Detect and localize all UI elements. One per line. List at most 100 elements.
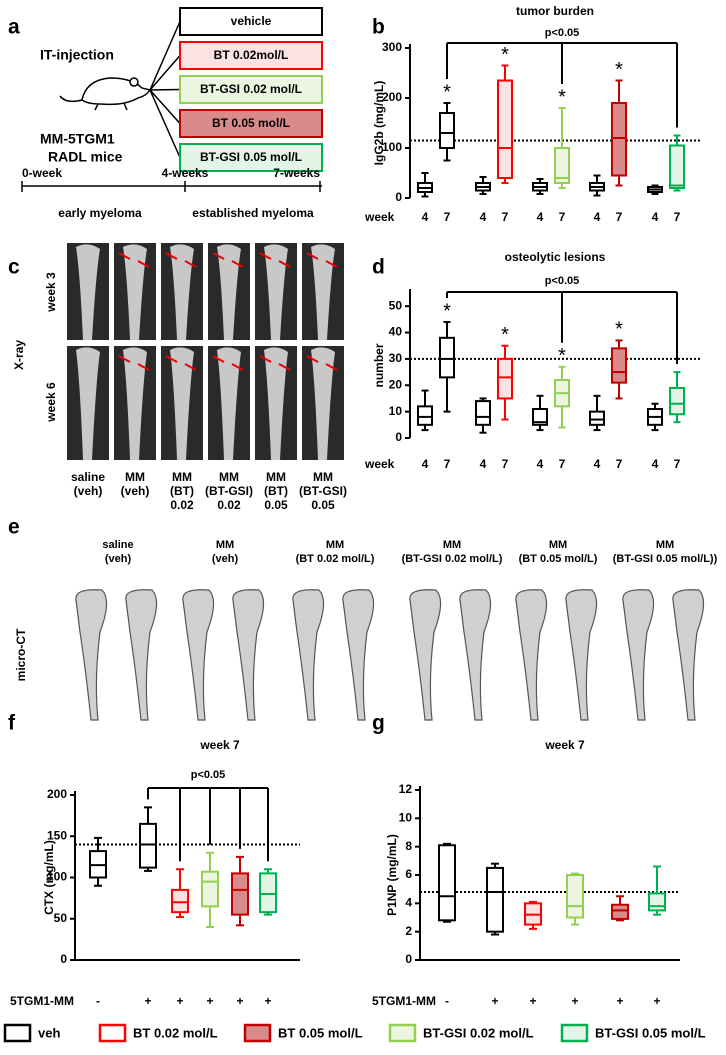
mouse-model-label: MM-5TGM1 [40, 131, 115, 147]
column-label: 0.02 [170, 498, 194, 512]
x-tick-label: 7 [444, 210, 451, 224]
y-tick-label: 200 [47, 787, 67, 801]
bracket-label: p<0.05 [191, 769, 226, 781]
x-tick-label: + [176, 994, 183, 1008]
panel-letter: d [372, 256, 385, 279]
x-tick-label: 7 [616, 457, 623, 471]
panel-letter: a [8, 16, 20, 39]
y-axis-label: P1NP (mg/mL) [385, 834, 399, 916]
bone [76, 347, 100, 460]
legend-label: BT 0.02 mol/L [133, 1025, 218, 1040]
box [611, 347, 627, 384]
x-tick-label: 7 [559, 210, 566, 224]
x-tick-label: 7 [674, 210, 681, 224]
y-axis-label: IgG2b (mg/mL) [372, 81, 386, 166]
box [439, 112, 455, 149]
x-tick-label: 7 [502, 457, 509, 471]
legend-swatch [98, 1023, 127, 1043]
x-tick-label: 4 [422, 210, 429, 224]
x-tick-label: + [653, 994, 660, 1008]
bone [515, 589, 548, 721]
x-tick-label: + [236, 994, 243, 1008]
chart-title: osteolytic lesions [505, 250, 606, 264]
group-label: BT 0.05 mol/L [212, 116, 290, 130]
arrow [259, 252, 291, 268]
panel-letter: b [372, 16, 385, 39]
arrow [165, 252, 197, 268]
significance-star: * [558, 86, 566, 108]
y-tick-label: 150 [47, 828, 67, 842]
x-tick-label: 4 [422, 457, 429, 471]
group-label: vehicle [231, 14, 272, 28]
bone [170, 347, 194, 460]
y-tick-label: 2 [405, 924, 412, 938]
panel-letter: c [8, 256, 20, 279]
legend-label: veh [38, 1025, 60, 1040]
column-label: MM [549, 539, 567, 551]
column-label: (BT-GSI 0.05 mol/L)) [613, 553, 718, 565]
row-label: week 3 [44, 272, 58, 313]
column-label: 0.02 [217, 498, 241, 512]
y-tick-label: 6 [405, 867, 412, 881]
legend-swatch [3, 1023, 32, 1043]
y-tick-label: 4 [405, 896, 412, 910]
group-label: BT-GSI 0.05 mol/L [200, 150, 302, 164]
x-tick-label: + [491, 994, 498, 1008]
column-label: MM [172, 470, 192, 484]
x-tick-label: - [445, 994, 449, 1008]
x-tick-label: + [529, 994, 536, 1008]
arrow [165, 355, 197, 371]
box [139, 822, 157, 869]
bone [342, 589, 375, 721]
arrow [212, 355, 244, 371]
group-box [179, 7, 323, 36]
column-label: (BT) [170, 484, 194, 498]
x-axis-label: 5TGM1-MM [10, 994, 74, 1008]
column-label: MM [656, 539, 674, 551]
y-tick-label: 50 [389, 298, 403, 312]
column-label: saline [71, 470, 105, 484]
timeline-label: 7-weeks [273, 166, 320, 180]
x-tick-label: - [96, 994, 100, 1008]
bone [232, 589, 265, 721]
bone [622, 589, 655, 721]
phase-label: early myeloma [58, 206, 142, 220]
arrow [118, 252, 150, 268]
box [259, 872, 277, 914]
box [611, 903, 629, 920]
y-tick-label: 300 [382, 40, 402, 54]
legend-label: BT-GSI 0.05 mol/L [595, 1025, 706, 1040]
y-tick-label: 10 [399, 811, 413, 825]
arrow [306, 252, 338, 268]
legend-swatch [243, 1023, 272, 1043]
timeline-label: 0-week [22, 166, 62, 180]
column-label: 0.05 [311, 498, 335, 512]
injection-label: IT-injection [40, 47, 114, 63]
bone [264, 244, 288, 340]
x-tick-label: 7 [616, 210, 623, 224]
fan-line [149, 89, 181, 125]
y-tick-label: 50 [54, 911, 68, 925]
mouse-icon [59, 77, 152, 111]
arrow [212, 252, 244, 268]
x-tick-label: 7 [502, 210, 509, 224]
column-label: (BT-GSI 0.02 mol/L) [402, 553, 503, 565]
y-tick-label: 30 [389, 351, 403, 365]
column-label: MM [125, 470, 145, 484]
x-tick-label: + [616, 994, 623, 1008]
bone [264, 347, 288, 460]
bone [217, 244, 241, 340]
bracket-label: p<0.05 [545, 275, 580, 287]
column-label: (BT 0.05 mol/L) [519, 553, 598, 565]
box [475, 400, 491, 426]
x-tick-label: + [144, 994, 151, 1008]
bone [311, 347, 335, 460]
box [554, 147, 570, 184]
y-tick-label: 100 [47, 870, 67, 884]
fan-line [149, 55, 181, 91]
phase-label: established myeloma [192, 206, 314, 220]
fan-line [149, 88, 181, 91]
column-label: 0.05 [264, 498, 288, 512]
bracket-label: p<0.05 [545, 27, 580, 39]
y-tick-label: 10 [389, 404, 403, 418]
